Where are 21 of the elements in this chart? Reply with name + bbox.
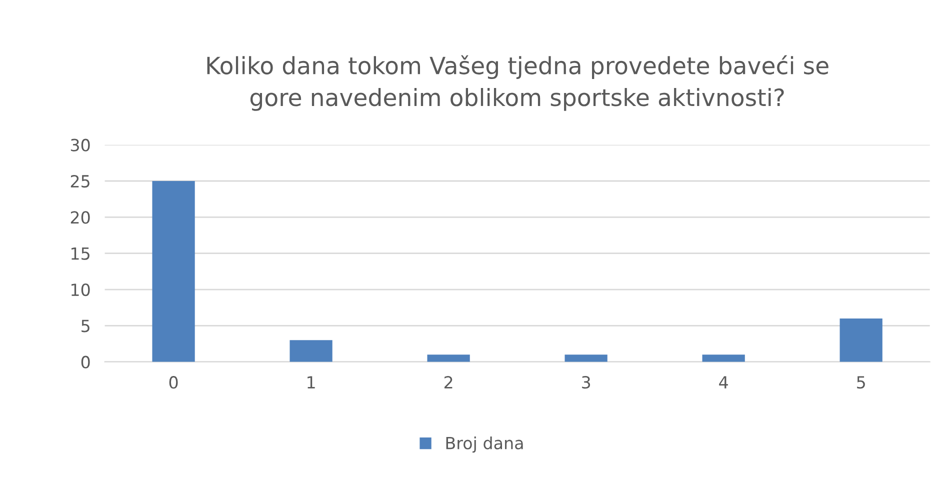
y-tick-label: 0 (81, 356, 90, 368)
bar (290, 340, 332, 362)
x-tick-label: 4 (719, 376, 728, 388)
legend-label: Broj dana (446, 436, 523, 453)
bar (702, 354, 745, 362)
x-tick-label: 0 (169, 376, 178, 389)
x-tick-label: 1 (308, 376, 315, 388)
bar (427, 354, 470, 362)
y-tick-label: 30 (70, 138, 90, 152)
y-tick-label: 15 (72, 248, 90, 260)
y-tick-label: 5 (82, 320, 90, 332)
bar (152, 181, 195, 362)
x-tick-label: 3 (582, 376, 590, 389)
bar (564, 354, 608, 362)
bar (840, 318, 882, 362)
chart-title: Koliko dana tokom Vašeg tjedna provedete baveći se gore navedenim oblikom sportske aktivnosti? (207, 55, 828, 111)
x-tick-label: 2 (444, 376, 452, 388)
x-tick-label: 5 (857, 376, 865, 389)
y-tick-label: 20 (70, 211, 90, 224)
y-tick-label: 25 (70, 174, 90, 188)
y-tick-label: 10 (72, 283, 90, 296)
